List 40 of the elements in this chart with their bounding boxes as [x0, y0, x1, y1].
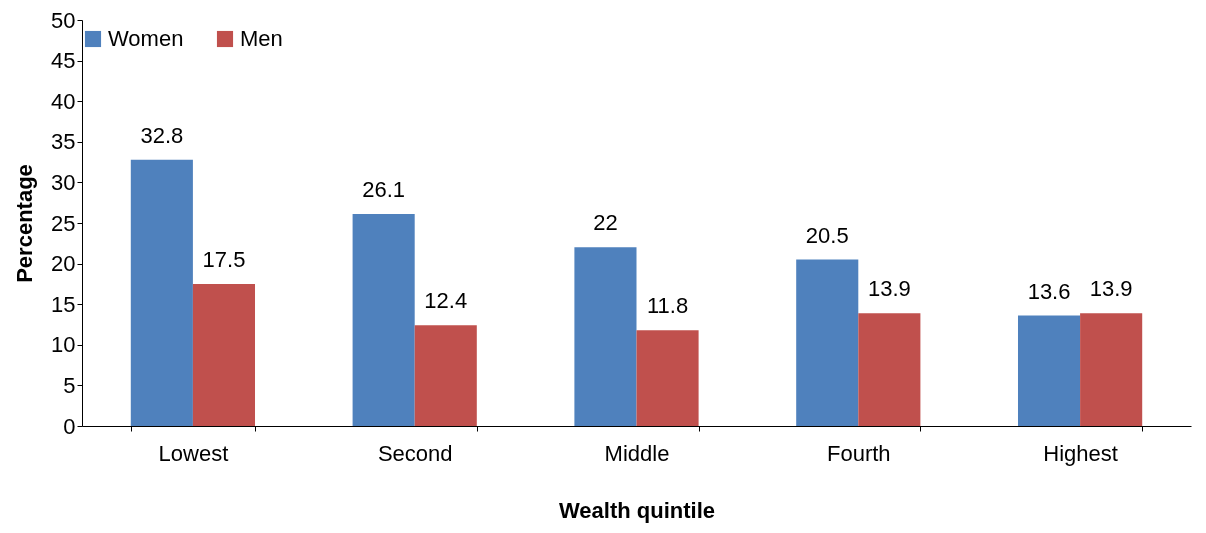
data-label: 20.5: [805, 222, 849, 248]
data-label: 32.8: [140, 122, 184, 148]
data-label: 13.9: [867, 276, 911, 302]
y-tick-label: 5: [63, 372, 76, 398]
y-tick-label: 15: [51, 291, 76, 317]
bar: [574, 247, 637, 426]
y-axis-title: Percentage: [12, 164, 38, 283]
x-tick-label: Middle: [604, 440, 670, 466]
bar: [192, 283, 255, 426]
x-tick-label: Highest: [1043, 440, 1118, 466]
y-tick-label: 25: [51, 210, 76, 236]
legend-label: Men: [240, 26, 283, 51]
x-tick-label: Lowest: [158, 440, 229, 466]
bar: [352, 214, 415, 426]
x-axis-title: Wealth quintile: [558, 497, 716, 523]
bar: [414, 325, 477, 426]
data-label: 26.1: [362, 177, 406, 203]
data-label: 13.6: [1027, 278, 1071, 304]
y-tick-label: 40: [51, 88, 76, 114]
y-tick-label: 20: [51, 251, 76, 277]
data-label: 12.4: [424, 288, 468, 314]
y-tick-label: 30: [51, 169, 76, 195]
bar: [130, 159, 193, 426]
y-tick-label: 10: [51, 332, 76, 358]
bar: [1018, 315, 1081, 426]
legend-label: Women: [108, 26, 184, 51]
bar: [636, 330, 699, 426]
data-label: 22: [593, 210, 618, 236]
x-tick-label: Second: [377, 440, 453, 466]
data-label: 11.8: [646, 293, 689, 319]
y-tick-label: 35: [51, 129, 76, 155]
bar: [1080, 313, 1143, 426]
bar: [796, 259, 859, 426]
y-tick-label: 50: [51, 7, 76, 33]
x-tick-label: Fourth: [827, 440, 891, 466]
y-tick-label: 0: [63, 413, 76, 439]
y-tick-label: 45: [51, 48, 76, 74]
data-label: 17.5: [202, 246, 246, 272]
bar: [858, 313, 921, 426]
data-label: 13.9: [1089, 276, 1133, 302]
